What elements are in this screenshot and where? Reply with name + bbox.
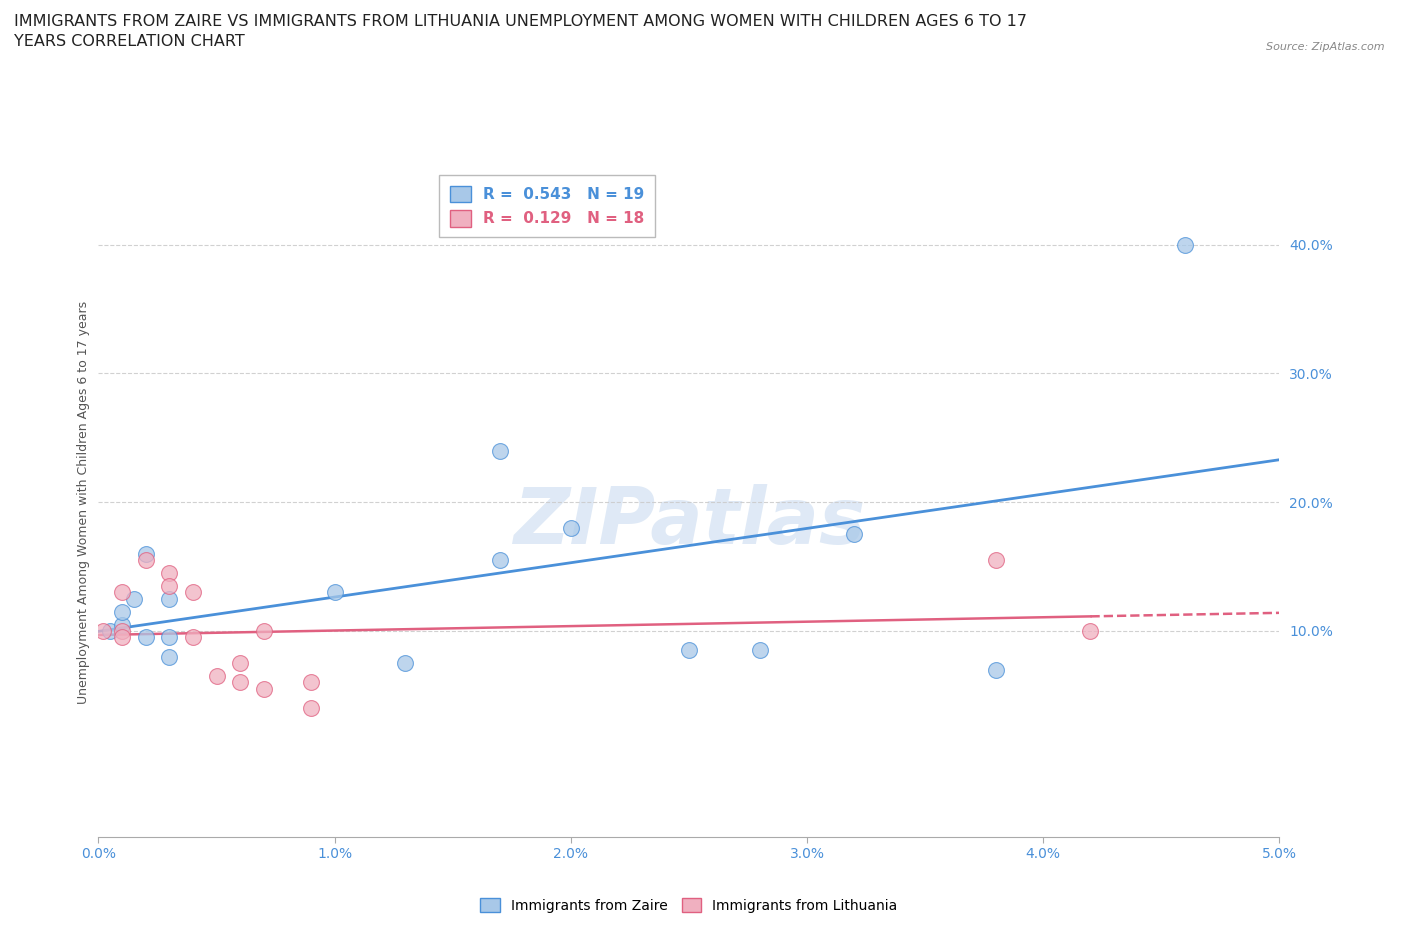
Point bbox=[489, 444, 512, 458]
Point bbox=[229, 656, 252, 671]
Y-axis label: Unemployment Among Women with Children Ages 6 to 17 years: Unemployment Among Women with Children A… bbox=[77, 300, 90, 704]
Point bbox=[135, 630, 157, 644]
Point bbox=[229, 675, 252, 690]
Point bbox=[111, 604, 134, 619]
Point bbox=[157, 630, 180, 644]
Point bbox=[135, 546, 157, 561]
Point bbox=[678, 643, 700, 658]
Point bbox=[157, 591, 180, 606]
Point bbox=[135, 552, 157, 567]
Point bbox=[844, 527, 866, 542]
Point bbox=[489, 552, 512, 567]
Point bbox=[111, 585, 134, 600]
Point bbox=[323, 585, 346, 600]
Point bbox=[299, 675, 322, 690]
Point bbox=[91, 623, 114, 638]
Point bbox=[299, 701, 322, 716]
Point bbox=[1174, 237, 1197, 252]
Point bbox=[984, 552, 1007, 567]
Point bbox=[181, 630, 204, 644]
Point bbox=[157, 578, 180, 593]
Point bbox=[181, 585, 204, 600]
Legend: R =  0.543   N = 19, R =  0.129   N = 18: R = 0.543 N = 19, R = 0.129 N = 18 bbox=[439, 175, 655, 237]
Point bbox=[111, 618, 134, 632]
Point bbox=[205, 669, 228, 684]
Point bbox=[1080, 623, 1102, 638]
Text: Source: ZipAtlas.com: Source: ZipAtlas.com bbox=[1267, 42, 1385, 52]
Point bbox=[748, 643, 770, 658]
Point bbox=[560, 521, 582, 536]
Point bbox=[253, 623, 276, 638]
Point bbox=[984, 662, 1007, 677]
Point bbox=[253, 682, 276, 697]
Point bbox=[122, 591, 145, 606]
Text: IMMIGRANTS FROM ZAIRE VS IMMIGRANTS FROM LITHUANIA UNEMPLOYMENT AMONG WOMEN WITH: IMMIGRANTS FROM ZAIRE VS IMMIGRANTS FROM… bbox=[14, 14, 1026, 48]
Point bbox=[157, 649, 180, 664]
Text: ZIPatlas: ZIPatlas bbox=[513, 485, 865, 560]
Point bbox=[394, 656, 416, 671]
Point bbox=[111, 623, 134, 638]
Legend: Immigrants from Zaire, Immigrants from Lithuania: Immigrants from Zaire, Immigrants from L… bbox=[475, 893, 903, 919]
Point bbox=[111, 630, 134, 644]
Point bbox=[98, 623, 121, 638]
Point bbox=[157, 565, 180, 580]
